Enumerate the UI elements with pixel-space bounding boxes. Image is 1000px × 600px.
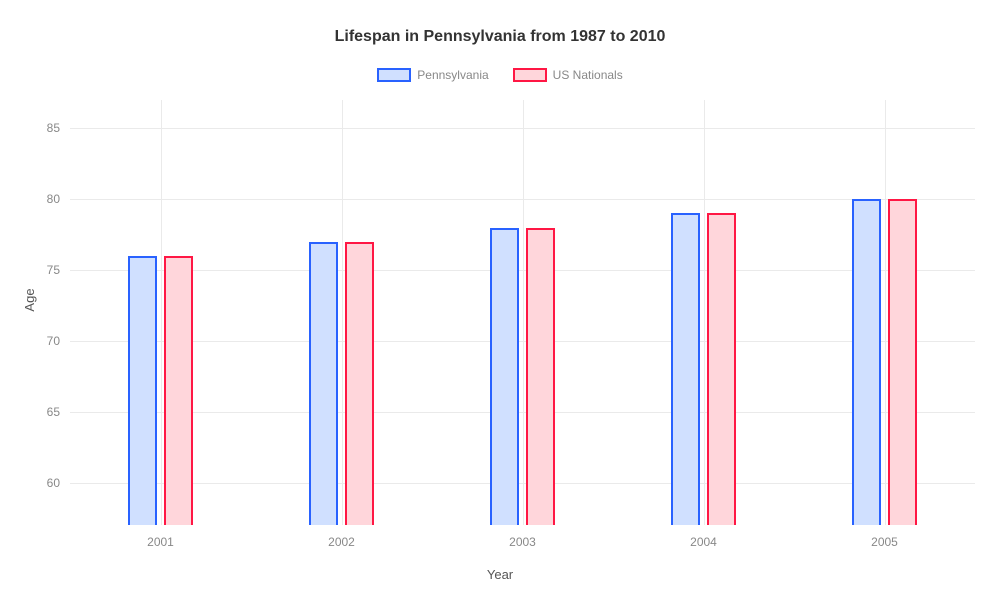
x-tick-label: 2002 [328, 535, 355, 549]
x-tick-label: 2001 [147, 535, 174, 549]
bar [526, 228, 555, 526]
chart-title: Lifespan in Pennsylvania from 1987 to 20… [0, 28, 1000, 46]
plot-area: 60657075808520012002200320042005 [70, 100, 975, 525]
y-tick-label: 85 [47, 121, 60, 135]
x-tick-label: 2003 [509, 535, 536, 549]
gridline-vertical [885, 100, 886, 525]
bar [707, 213, 736, 525]
bar [671, 213, 700, 525]
bar [309, 242, 338, 525]
legend-item-us-nationals: US Nationals [513, 68, 623, 82]
x-tick-label: 2004 [690, 535, 717, 549]
bar [490, 228, 519, 526]
y-tick-label: 70 [47, 334, 60, 348]
legend-swatch-us-nationals [513, 68, 547, 82]
bar [852, 199, 881, 525]
x-tick-label: 2005 [871, 535, 898, 549]
legend-label-pennsylvania: Pennsylvania [417, 68, 488, 82]
gridline-vertical [523, 100, 524, 525]
bar [164, 256, 193, 525]
legend-swatch-pennsylvania [377, 68, 411, 82]
legend: Pennsylvania US Nationals [0, 68, 1000, 82]
gridline-vertical [704, 100, 705, 525]
bar [345, 242, 374, 525]
y-tick-label: 75 [47, 263, 60, 277]
legend-item-pennsylvania: Pennsylvania [377, 68, 488, 82]
y-tick-label: 80 [47, 192, 60, 206]
bar [128, 256, 157, 525]
bar [888, 199, 917, 525]
y-tick-label: 65 [47, 405, 60, 419]
legend-label-us-nationals: US Nationals [553, 68, 623, 82]
y-tick-label: 60 [47, 476, 60, 490]
gridline-vertical [342, 100, 343, 525]
y-axis-label: Age [22, 288, 37, 311]
gridline-vertical [161, 100, 162, 525]
chart-container: Lifespan in Pennsylvania from 1987 to 20… [0, 0, 1000, 600]
x-axis-label: Year [487, 567, 513, 582]
